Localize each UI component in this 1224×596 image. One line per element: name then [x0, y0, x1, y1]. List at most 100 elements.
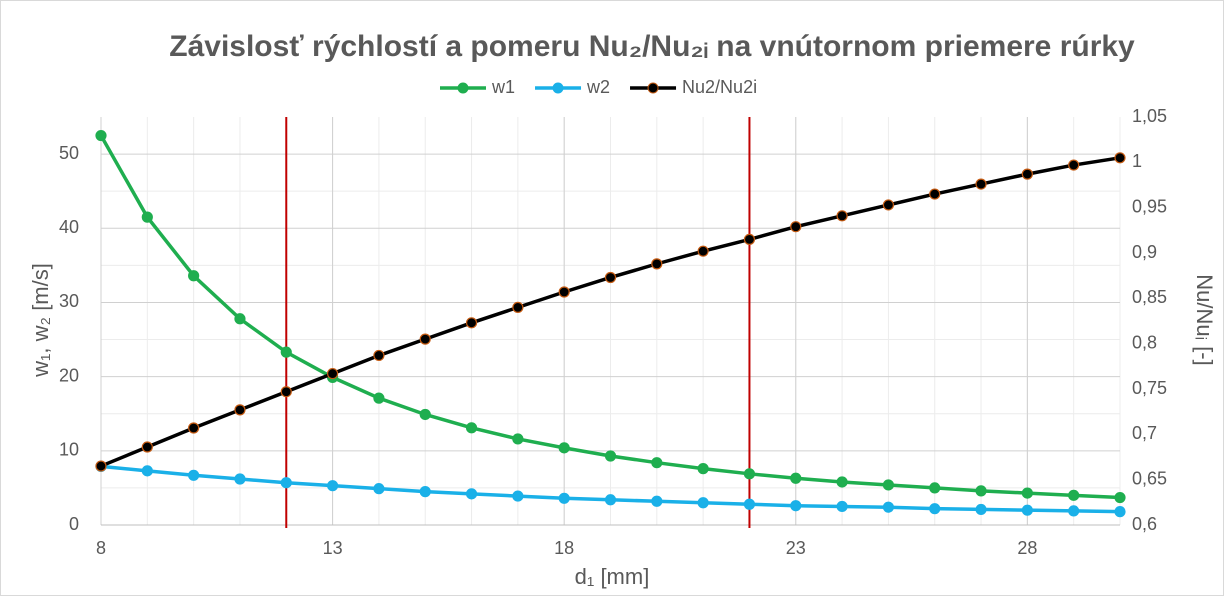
data-point	[882, 479, 895, 491]
legend-marker	[552, 82, 564, 94]
y2-tick-label: 0,85	[1132, 287, 1167, 307]
data-point	[419, 333, 431, 345]
data-point	[1068, 489, 1080, 501]
data-point	[929, 482, 941, 494]
y2-axis-label: Nu/Nuᵢ [-]	[1192, 274, 1217, 365]
y2-tick-label: 0,6	[1132, 514, 1157, 534]
chart-title: Závislosť rýchlostí a pomeru Nu₂/Nu₂ᵢ na…	[169, 30, 1135, 63]
data-point	[975, 485, 987, 497]
data-point	[465, 422, 478, 434]
y-tick-label: 40	[59, 217, 79, 237]
y-tick-label: 20	[59, 365, 79, 385]
data-point	[234, 404, 246, 416]
data-point	[188, 270, 200, 282]
data-point	[1114, 152, 1126, 164]
data-point	[141, 441, 153, 453]
data-point	[280, 386, 292, 398]
data-point	[512, 301, 524, 313]
data-point	[651, 258, 663, 270]
y-tick-label: 10	[59, 440, 79, 460]
data-point	[743, 498, 756, 510]
y-tick-label: 30	[59, 291, 79, 311]
data-point	[1114, 491, 1126, 504]
data-point	[558, 492, 570, 504]
data-point	[188, 469, 200, 481]
data-point	[512, 433, 524, 445]
y2-tick-label: 0,9	[1132, 242, 1157, 262]
data-point	[790, 221, 802, 233]
y2-tick-label: 0,75	[1132, 378, 1167, 398]
data-point	[651, 457, 663, 469]
data-point	[95, 129, 107, 142]
x-tick-label: 18	[554, 538, 574, 558]
y2-tick-label: 1	[1132, 151, 1142, 171]
data-point	[373, 392, 385, 404]
legend-label: w1	[491, 77, 515, 97]
data-point	[604, 494, 617, 506]
x-axis-label: d₁ [mm]	[575, 564, 650, 589]
data-point	[697, 245, 709, 257]
data-point	[836, 476, 848, 488]
data-point	[141, 211, 153, 223]
data-point	[697, 497, 709, 509]
data-point	[373, 349, 385, 362]
x-tick-label: 28	[1017, 538, 1037, 558]
data-point	[743, 468, 756, 480]
data-point	[1021, 487, 1033, 499]
data-point	[95, 460, 107, 472]
data-point	[141, 465, 153, 477]
data-point	[975, 178, 987, 190]
data-point	[419, 408, 431, 421]
y2-tick-label: 1,05	[1132, 106, 1167, 126]
data-point	[743, 233, 756, 245]
legend-label: w2	[586, 77, 610, 97]
data-point	[1021, 168, 1033, 180]
data-point	[975, 503, 987, 516]
data-point	[373, 483, 385, 495]
data-point	[929, 188, 941, 200]
y2-tick-label: 0,95	[1132, 196, 1167, 216]
data-point	[651, 495, 663, 507]
data-point	[234, 313, 246, 325]
legend-marker	[647, 82, 659, 94]
data-point	[280, 477, 292, 489]
data-point	[790, 500, 802, 512]
y-tick-label: 0	[69, 514, 79, 534]
data-point	[1021, 504, 1033, 516]
data-point	[558, 442, 570, 454]
data-point	[882, 501, 895, 513]
data-point	[1068, 159, 1080, 171]
x-tick-label: 8	[96, 538, 106, 558]
legend-label: Nu2/Nu2i	[682, 77, 757, 97]
data-point	[465, 488, 478, 500]
data-point	[558, 286, 570, 298]
y2-tick-label: 0,8	[1132, 332, 1157, 352]
data-point	[326, 480, 339, 492]
data-point	[280, 346, 292, 358]
data-point	[326, 367, 339, 380]
data-point	[882, 199, 895, 211]
y2-tick-label: 0,65	[1132, 468, 1167, 488]
data-point	[234, 473, 246, 485]
data-point	[790, 472, 802, 484]
y2-tick-label: 0,7	[1132, 423, 1157, 443]
data-point	[1068, 505, 1080, 517]
legend-marker	[457, 82, 469, 94]
data-point	[465, 317, 478, 329]
data-point	[512, 490, 524, 502]
data-point	[1114, 506, 1126, 518]
data-point	[697, 463, 709, 475]
data-point	[836, 210, 848, 222]
x-tick-label: 23	[786, 538, 806, 558]
data-point	[836, 500, 848, 513]
y-tick-label: 50	[59, 143, 79, 163]
data-point	[929, 503, 941, 515]
y-axis-label: w₁, w₂ [m/s]	[28, 263, 53, 378]
data-point	[188, 422, 200, 434]
data-point	[604, 450, 617, 462]
x-tick-label: 13	[323, 538, 343, 558]
data-point	[419, 486, 431, 498]
data-point	[604, 271, 617, 284]
